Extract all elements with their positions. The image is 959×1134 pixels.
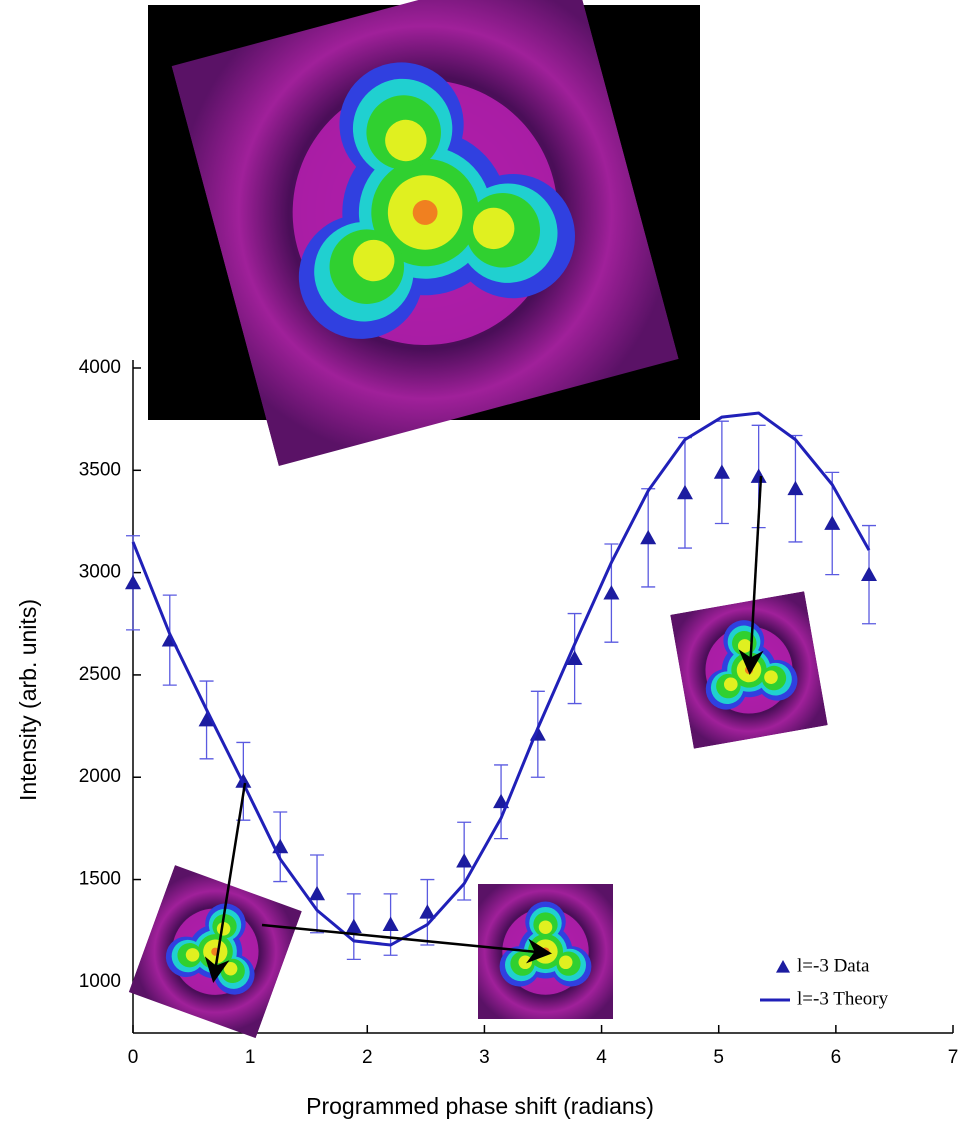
data-point [456,853,473,868]
theory-line [131,411,871,947]
x-tick-label: 4 [596,1047,607,1068]
data-point [861,566,878,582]
data-point [419,904,436,919]
y-tick-label: 4000 [79,357,121,378]
y-tick-label: 2000 [79,766,121,787]
data-point [824,515,841,530]
inset-image [128,865,302,1039]
x-axis-label: Programmed phase shift (radians) [306,1093,654,1119]
legend-label: l=-3 Data [797,955,870,976]
insets [128,0,828,1039]
inset-image [478,884,613,1019]
x-tick-label: 6 [831,1047,842,1068]
data-point [603,585,620,600]
arrow [204,782,247,983]
arrow [261,923,552,964]
data-point [787,480,804,496]
data-point [198,711,215,727]
y-tick-label: 1000 [79,971,121,992]
y-axis-label: Intensity (arb. units) [15,599,41,801]
x-tick-label: 1 [245,1047,256,1068]
legend-label: l=-3 Theory [797,988,889,1009]
x-tick-label: 2 [362,1047,373,1068]
inset-image [670,591,828,749]
data-point [382,916,399,931]
arrow [738,475,764,675]
y-tick-label: 1500 [79,869,121,890]
plot-area: 0 1 2 3 4 5 6 7 1000 1500 2000 2500 3000 3500 4000 [79,357,959,1068]
data-point [566,650,583,665]
x-tick-label: 0 [128,1047,139,1068]
y-tick-label: 3000 [79,562,121,583]
data-point [713,464,730,479]
data-point [125,574,141,590]
x-tick-label: 5 [713,1047,724,1068]
y-tick-label: 3500 [79,459,121,480]
y-tick-label: 2500 [79,664,121,685]
x-tick-label: 7 [948,1047,959,1068]
data-point [640,529,657,545]
data-point [309,885,326,901]
x-tick-label: 3 [479,1047,490,1068]
data-point [750,468,767,483]
data-point [345,918,362,933]
data-point [676,484,693,500]
legend-marker [776,960,790,973]
